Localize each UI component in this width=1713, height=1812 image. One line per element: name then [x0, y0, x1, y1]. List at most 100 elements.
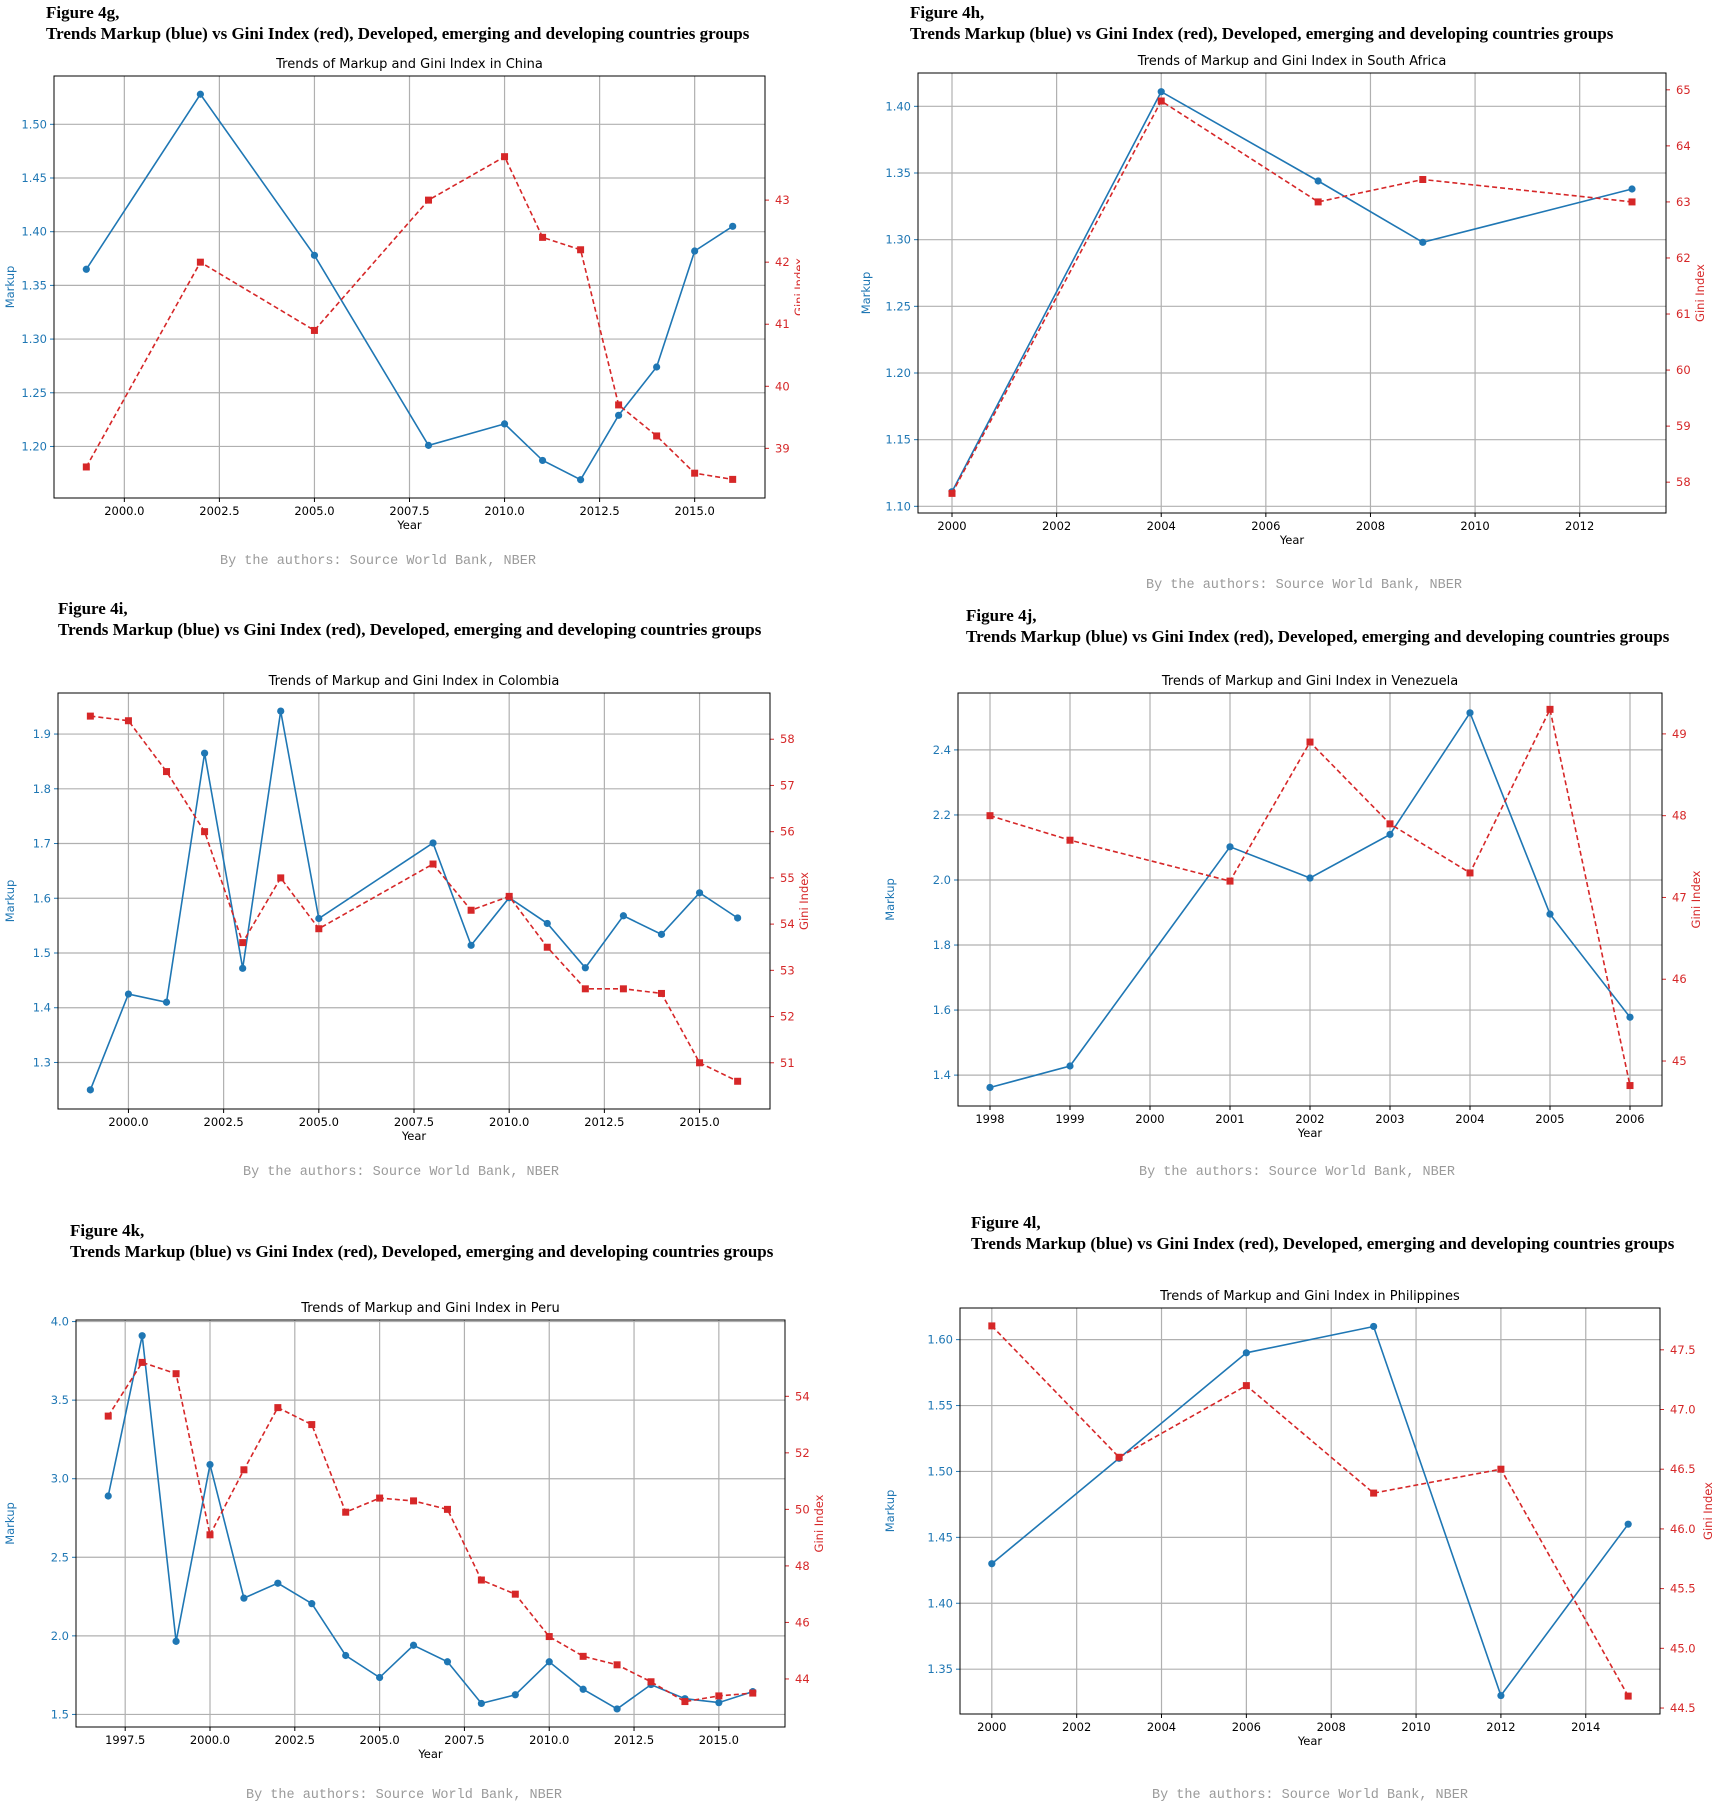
- gini-point: [240, 1466, 248, 1474]
- y-tick-label: 1.35: [885, 166, 911, 180]
- figure-heading: Figure 4h, Trends Markup (blue) vs Gini …: [910, 2, 1613, 44]
- x-tick-label: 2015.0: [699, 1733, 739, 1747]
- y-tick-label: 3.0: [51, 1472, 69, 1486]
- y2-tick-label: 52: [795, 1446, 810, 1460]
- x-tick-label: 2006: [1232, 1720, 1261, 1734]
- y-tick-label: 1.30: [885, 233, 911, 247]
- y2-tick-label: 40: [775, 379, 790, 393]
- x-tick-label: 2003: [1375, 1112, 1404, 1126]
- y-tick-label: 1.6: [33, 891, 51, 905]
- gini-point: [1624, 1692, 1632, 1700]
- y2-tick-label: 44.5: [1670, 1701, 1696, 1715]
- y2-tick-label: 46.5: [1670, 1462, 1696, 1476]
- gini-line: [991, 1325, 1629, 1697]
- gini-point: [1157, 97, 1165, 105]
- x-tick-label: 2012.5: [584, 1115, 624, 1129]
- x-axis-label: Year: [1297, 1126, 1323, 1140]
- y2-tick-label: 50: [795, 1502, 810, 1516]
- markup-point: [443, 1658, 452, 1666]
- gini-point: [1497, 1465, 1505, 1473]
- y-tick-label: 1.40: [927, 1596, 953, 1610]
- x-tick-label: 2007.5: [389, 504, 429, 518]
- x-tick-label: 2005.0: [299, 1115, 339, 1129]
- gini-point: [749, 1689, 757, 1697]
- gini-point: [619, 985, 627, 993]
- gini-point: [615, 401, 623, 409]
- markup-point: [1314, 177, 1322, 185]
- gini-point: [104, 1412, 112, 1420]
- gini-point: [1115, 1453, 1123, 1461]
- gini-point: [986, 812, 994, 820]
- y-tick-label: 1.35: [21, 278, 47, 292]
- x-tick-label: 2000.0: [190, 1733, 230, 1747]
- y-tick-label: 1.4: [933, 1068, 951, 1082]
- y-tick-label: 1.8: [933, 938, 951, 952]
- markup-point: [576, 476, 585, 484]
- markup-point: [619, 912, 628, 920]
- markup-point: [310, 251, 319, 259]
- markup-point: [477, 1699, 485, 1708]
- gini-point: [653, 432, 661, 440]
- gini-point: [138, 1358, 146, 1366]
- x-tick-label: 2015.0: [675, 504, 715, 518]
- gini-point: [511, 1590, 519, 1598]
- figure-label: Figure 4h,: [910, 3, 985, 22]
- gini-point: [501, 153, 509, 161]
- figure-subtitle: Trends Markup (blue) vs Gini Index (red)…: [910, 24, 1614, 43]
- y-tick-label: 2.0: [933, 873, 951, 887]
- y2-tick-label: 45.0: [1670, 1641, 1696, 1655]
- y-axis-label: Markup: [883, 1490, 897, 1533]
- x-tick-label: 2005.0: [359, 1733, 399, 1747]
- y-tick-label: 3.5: [51, 1393, 69, 1407]
- gini-point: [715, 1692, 723, 1700]
- x-tick-label: 2010.0: [484, 504, 524, 518]
- markup-line: [107, 1335, 754, 1710]
- y-tick-label: 1.45: [21, 171, 47, 185]
- y-tick-label: 1.50: [927, 1464, 953, 1478]
- x-tick-label: 2002.5: [204, 1115, 244, 1129]
- y-tick-label: 1.8: [33, 782, 51, 796]
- gini-point: [376, 1494, 384, 1502]
- markup-point: [104, 1492, 112, 1500]
- series-gini-index: [86, 712, 742, 1085]
- markup-point: [613, 1705, 621, 1713]
- y2-tick-label: 58: [780, 732, 795, 746]
- markup-point: [615, 411, 623, 419]
- markup-point: [579, 1685, 587, 1693]
- markup-point: [653, 363, 661, 371]
- gini-point: [505, 892, 513, 900]
- x-axis-label: Year: [396, 518, 422, 532]
- markup-point: [308, 1600, 316, 1608]
- y2-tick-label: 41: [775, 317, 790, 331]
- gini-point: [1066, 836, 1074, 844]
- y-tick-label: 2.0: [51, 1629, 69, 1643]
- figure-subtitle: Trends Markup (blue) vs Gini Index (red)…: [58, 620, 762, 639]
- y2-tick-label: 54: [795, 1389, 810, 1403]
- plot-frame: [57, 692, 771, 1110]
- x-tick-label: 2002: [1062, 1720, 1091, 1734]
- figure-label: Figure 4k,: [70, 1221, 145, 1240]
- figure-heading: Figure 4j, Trends Markup (blue) vs Gini …: [966, 605, 1669, 647]
- y-tick-label: 1.25: [21, 386, 47, 400]
- y-tick-label: 1.25: [885, 299, 911, 313]
- x-tick-label: 2014: [1571, 1720, 1600, 1734]
- markup-line: [951, 90, 1633, 493]
- y2-tick-label: 64: [1676, 139, 1691, 153]
- markup-point: [511, 1691, 519, 1699]
- figure-label: Figure 4g,: [46, 3, 120, 22]
- x-tick-label: 2002.5: [199, 504, 239, 518]
- y-tick-label: 1.7: [33, 837, 51, 851]
- figure-heading: Figure 4k, Trends Markup (blue) vs Gini …: [70, 1220, 773, 1262]
- y-axis-label: Markup: [883, 878, 897, 921]
- x-tick-label: 2008: [1317, 1720, 1346, 1734]
- x-tick-label: 1999: [1055, 1112, 1084, 1126]
- markup-point: [277, 707, 285, 715]
- grid-lines: [58, 693, 770, 1109]
- markup-point: [1157, 88, 1165, 96]
- gini-line: [107, 1361, 753, 1703]
- grid-lines: [918, 73, 1666, 513]
- y2-tick-label: 59: [1676, 419, 1691, 433]
- gini-point: [429, 860, 437, 868]
- source-credit: By the authors: Source World Bank, NBER: [220, 554, 536, 569]
- y2-tick-label: 58: [1676, 475, 1691, 489]
